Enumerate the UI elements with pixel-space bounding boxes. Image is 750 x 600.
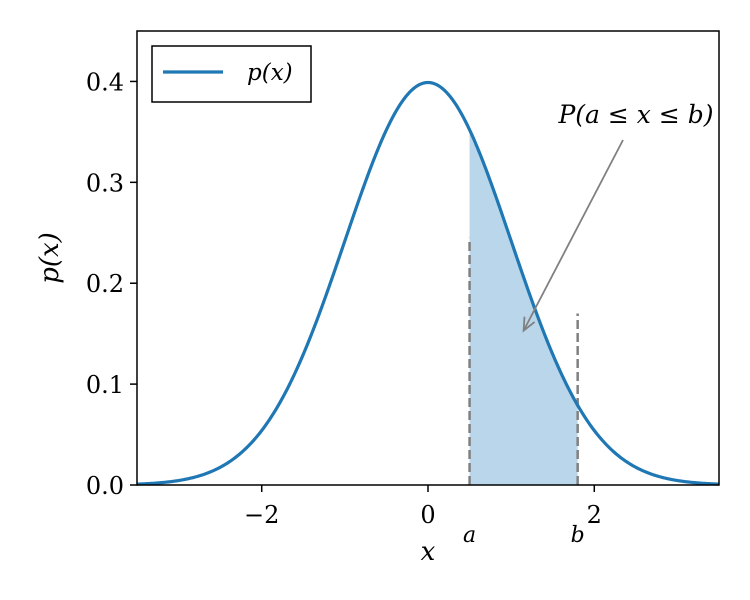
series-line-pdf [136,80,720,486]
annotation-arrowhead [522,316,536,333]
annotation-text: P(a ≤ x ≤ b) [557,100,713,129]
shaded-probability-region [469,129,578,485]
marker-a-label: a [463,523,476,548]
y-tick-label: 0.1 [86,371,124,399]
annotation-arrow [522,139,624,332]
marker-b-label: b [571,523,585,548]
legend-frame [151,45,312,103]
y-tick-label: 0.4 [86,68,124,96]
y-tick-label: 0.0 [86,472,124,500]
x-tick-label: −2 [244,501,279,529]
x-axis-label: x [421,537,436,567]
annotation: P(a ≤ x ≤ b) [522,100,714,333]
legend: p(x) [151,45,312,103]
legend-label-pdf: p(x) [247,60,293,86]
plot-area-fill [469,129,578,485]
y-axis-label: p(x) [35,232,65,284]
y-axis-ticks: 0.0 0.1 0.2 0.3 0.4 [86,68,137,500]
x-tick-label: 0 [420,501,435,529]
x-tick-label: 2 [587,501,602,529]
x-axis-ticks: −2 0 2 [244,485,602,529]
y-tick-label: 0.2 [86,270,124,298]
y-tick-label: 0.3 [86,169,124,197]
